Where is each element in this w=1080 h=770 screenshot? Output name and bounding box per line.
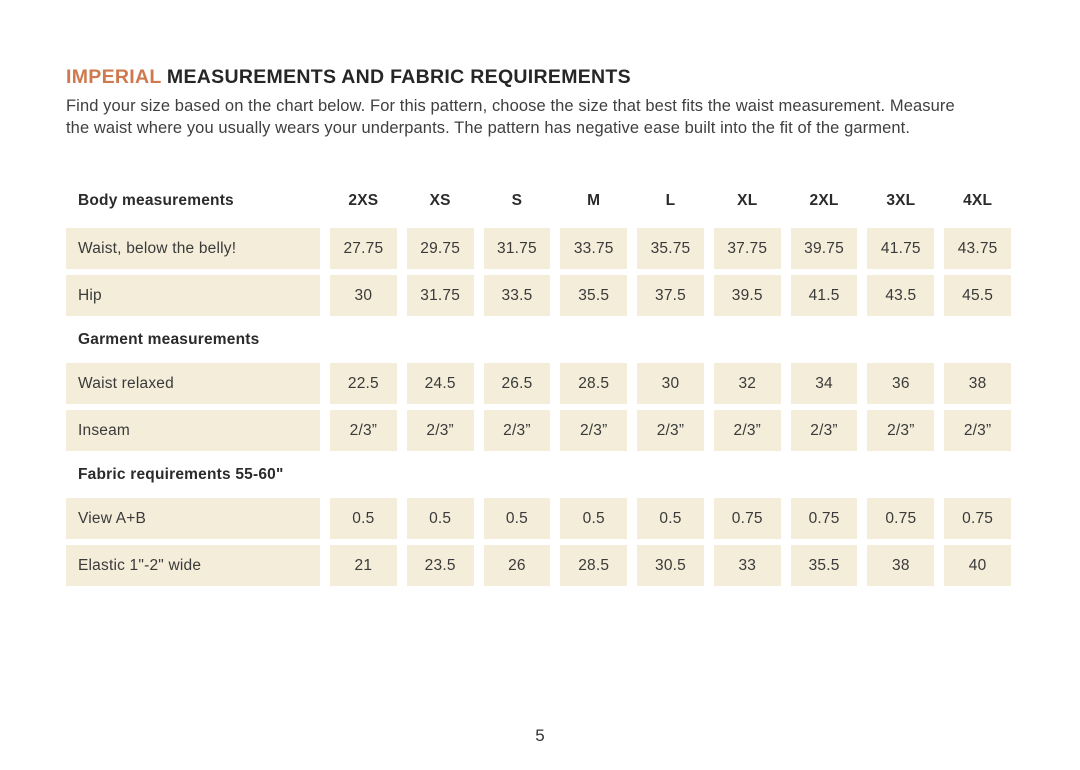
value-cell: 35.75 [637,228,704,269]
value-cell: 2/3” [560,410,628,451]
value-cell: 2/3” [637,410,704,451]
row-label: Hip [66,275,320,316]
value-cell: 35.5 [560,275,628,316]
value-cell: 41.75 [867,228,935,269]
value-cell: 37.5 [637,275,704,316]
value-cell: 40 [944,545,1011,586]
page-number: 5 [535,726,545,745]
column-header-m: M [587,192,601,209]
value-cell: 0.75 [713,498,781,539]
table-header-label: Body measurements [78,192,234,209]
value-cell: 33 [713,545,781,586]
value-cell: 2/3” [867,410,935,451]
value-cell: 0.5 [560,498,628,539]
row-label: View A+B [66,498,320,539]
table-row: Waist relaxed 22.5 24.5 26.5 28.5 30 32 34 36 38 [66,363,1011,404]
row-label: Waist, below the belly! [66,228,320,269]
column-header-xl: XL [737,192,758,209]
column-header-2xl: 2XL [809,192,839,209]
value-cell: 34 [790,363,858,404]
value-cell: 39.5 [713,275,781,316]
value-cell: 43.5 [867,275,935,316]
value-cell: 21 [330,545,397,586]
intro-line-2: the waist where you usually wears your u… [66,118,911,137]
measurement-table: Body measurements 2XS XS S M L XL 2XL 3XL 4XL Wais… [66,190,1011,586]
value-cell: 27.75 [330,228,397,269]
value-cell: 30 [637,363,704,404]
value-cell: 22.5 [330,363,397,404]
value-cell: 24.5 [406,363,474,404]
value-cell: 0.5 [406,498,474,539]
value-cell: 0.75 [944,498,1011,539]
value-cell: 33.5 [483,275,551,316]
value-cell: 0.5 [330,498,397,539]
table-row: Waist, below the belly! 27.75 29.75 31.75 33… [66,228,1011,269]
value-cell: 37.75 [713,228,781,269]
column-header-l: L [665,192,676,209]
value-cell: 39.75 [790,228,858,269]
value-cell: 26.5 [483,363,551,404]
value-cell: 31.75 [406,275,474,316]
value-cell: 2/3” [944,410,1011,451]
column-header-3xl: 3XL [886,192,916,209]
value-cell: 2/3” [330,410,397,451]
table-row: View A+B 0.5 0.5 0.5 0.5 0.5 0.75 0.75 0.75 0.75 [66,498,1011,539]
value-cell: 2/3” [406,410,474,451]
value-cell: 30.5 [637,545,704,586]
value-cell: 30 [330,275,397,316]
table-header-row: Body measurements 2XS XS S M L XL 2XL 3XL 4XL [66,190,1011,212]
value-cell: 0.75 [790,498,858,539]
column-header-4xl: 4XL [963,192,993,209]
value-cell: 38 [944,363,1011,404]
value-cell: 29.75 [406,228,474,269]
value-cell: 38 [867,545,935,586]
row-label: Inseam [66,410,320,451]
value-cell: 0.5 [483,498,551,539]
value-cell: 31.75 [483,228,551,269]
value-cell: 33.75 [560,228,628,269]
value-cell: 2/3” [790,410,858,451]
intro-line-1: Find your size based on the chart below.… [66,97,955,115]
table-row: Inseam 2/3” 2/3” 2/3” 2/3” 2/3” 2/3” 2/3” 2/3” 2/… [66,410,1011,451]
value-cell: 45.5 [944,275,1011,316]
value-cell: 2/3” [483,410,551,451]
value-cell: 32 [713,363,781,404]
row-label: Elastic 1"-2" wide [66,545,320,586]
column-header-2xs: 2XS [348,192,379,209]
title-highlight: IMPERIAL [66,66,162,88]
value-cell: 2/3” [713,410,781,451]
value-cell: 43.75 [944,228,1011,269]
value-cell: 28.5 [560,545,628,586]
value-cell: 26 [483,545,551,586]
column-header-s: S [511,192,523,209]
value-cell: 23.5 [406,545,474,586]
section-heading: Garment measurements [78,331,260,348]
value-cell: 0.5 [637,498,704,539]
table-row: Elastic 1"-2" wide 21 23.5 26 28.5 30.5 33 35.5… [66,545,1011,586]
intro-paragraph: Find your size based on the chart below.… [66,96,1012,139]
value-cell: 28.5 [560,363,628,404]
section-heading: Fabric requirements 55-60" [78,466,284,483]
value-cell: 0.75 [867,498,935,539]
value-cell: 41.5 [790,275,858,316]
value-cell: 35.5 [790,545,858,586]
page-title: IMPERIAL MEASUREMENTS AND FABRIC REQUIRE… [66,66,1012,89]
row-label: Waist relaxed [66,363,320,404]
value-cell: 36 [867,363,935,404]
title-rest: MEASUREMENTS AND FABRIC REQUIREMENTS [161,66,631,88]
table-row: Hip 30 31.75 33.5 35.5 37.5 39.5 41.5 43.5 45.5 [66,275,1011,316]
column-header-xs: XS [429,192,451,209]
